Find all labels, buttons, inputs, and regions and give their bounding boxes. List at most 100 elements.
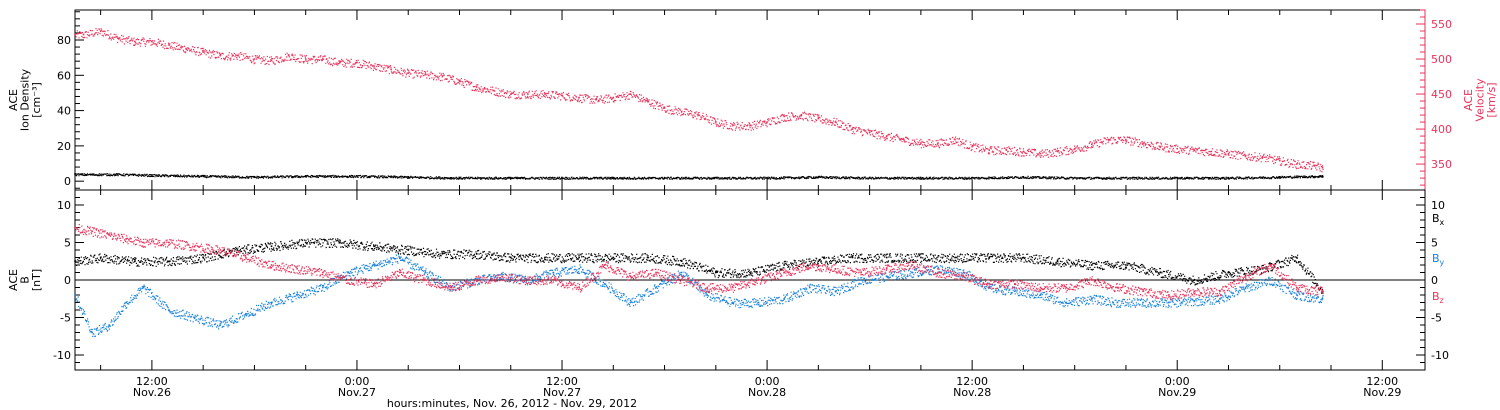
y-tick-label: 5 (64, 237, 71, 250)
density-series-point (304, 175, 307, 177)
density-series-point (971, 176, 973, 179)
bz-series-point (757, 279, 760, 281)
bz-series-point (1219, 290, 1221, 293)
velocity-series-point (937, 142, 939, 144)
bz-series-point (1142, 290, 1144, 293)
density-axis-title: ACEIon Density[cm⁻³] (7, 68, 43, 131)
velocity-series-point (373, 65, 375, 67)
time-tick-label: 12:00 (546, 375, 578, 388)
bx-series-point (74, 260, 76, 263)
density-series-point (1321, 175, 1324, 177)
bottom-x-ticks (100, 190, 1383, 370)
by-series-point (860, 279, 862, 281)
density-series-point (766, 176, 768, 179)
legend-bx: Bx (1432, 212, 1445, 227)
density-series-point (715, 176, 717, 179)
velocity-series-point (304, 58, 307, 60)
velocity-series-point (441, 75, 444, 78)
legend-by: By (1432, 252, 1445, 267)
bx-series-point (1296, 256, 1298, 259)
bz-series-point (603, 264, 606, 266)
velocity-series-point (1073, 147, 1076, 150)
bz-series-point (783, 271, 785, 274)
by-series-point (783, 297, 785, 300)
velocity-series-points (75, 28, 1324, 173)
bz-series-point (962, 275, 965, 278)
velocity-series-point (971, 145, 973, 148)
bx-series-point (99, 256, 102, 259)
velocity-series-point (885, 135, 888, 137)
y-tick-label: 400 (1431, 123, 1452, 136)
y-tick-label: 550 (1431, 18, 1452, 31)
density-series-point (458, 176, 461, 179)
velocity-y-axis: 350 400 450 500 550 (1416, 9, 1452, 186)
bx-series-point (1125, 264, 1127, 266)
date-tick-label: Nov.28 (748, 386, 786, 399)
velocity-series-point (680, 110, 683, 113)
velocity-series-point (82, 33, 85, 36)
y-tick-label: 0 (64, 175, 71, 188)
bz-series-point (1090, 279, 1093, 281)
velocity-series-point (99, 30, 102, 32)
velocity-series-point (783, 115, 785, 118)
by-series-point (1219, 297, 1221, 300)
density-y-axis: 0 20 40 60 80 (57, 11, 84, 189)
bz-series-point (501, 275, 504, 278)
bx-series-point (1261, 267, 1264, 270)
legend-symbol: B (1432, 252, 1440, 265)
bx-series-point (373, 245, 375, 248)
b-axis-title-line: [nT] (30, 269, 43, 291)
by-series-point (578, 267, 580, 270)
velocity-series-point (390, 68, 392, 71)
velocity-series-point (612, 96, 615, 99)
bz-series-point (450, 286, 452, 289)
bx-series-point (749, 271, 751, 274)
bx-series-point (954, 256, 956, 259)
density-series-point (920, 176, 922, 179)
by-series-point (321, 286, 324, 289)
y-tick-label: 10 (57, 199, 71, 212)
velocity-series-point (629, 93, 632, 95)
density-series-point (1073, 176, 1076, 179)
time-tick-label: 12:00 (136, 375, 168, 388)
density-series-point (509, 176, 512, 179)
bz-series-point (655, 271, 657, 274)
bx-series-point (646, 256, 649, 259)
bz-series-point (1039, 286, 1042, 289)
velocity-series-point (236, 54, 239, 57)
time-tick-label: 12:00 (956, 375, 988, 388)
velocity-axis-title-line: Velocity (1474, 78, 1487, 122)
velocity-series-point (1244, 154, 1247, 157)
y-tick-label: 40 (57, 105, 71, 118)
velocity-series-point (834, 121, 837, 123)
velocity-series-point (270, 59, 273, 62)
by-series-point (219, 324, 222, 326)
bz-series-point (1167, 294, 1170, 296)
velocity-series-point (134, 40, 136, 43)
bx-series-point (1159, 271, 1161, 274)
by-series-point (347, 271, 350, 274)
bz-series-point (937, 271, 939, 274)
velocity-series-point (407, 72, 410, 74)
time-axis-labels: 12:00Nov.260:00Nov.2712:00Nov.270:00Nov.… (133, 375, 1401, 399)
time-tick-label: 0:00 (755, 375, 780, 388)
velocity-series-point (920, 142, 922, 144)
legend-bz: Bz (1432, 290, 1444, 305)
bx-series-point (1056, 260, 1059, 263)
by-series-point (706, 294, 709, 296)
velocity-series-point (1193, 149, 1196, 151)
b-axis-title-line: B (19, 276, 32, 284)
y-tick-label: -10 (53, 349, 71, 362)
velocity-series-point (492, 89, 495, 92)
velocity-series-point (1296, 163, 1298, 165)
by-series-point (1270, 279, 1273, 281)
bz-series-point (860, 271, 862, 274)
bx-series-point (612, 256, 615, 259)
density-axis-title-line: ACE (7, 89, 20, 111)
by-series-point (424, 271, 427, 274)
bx-series-point (680, 260, 683, 263)
velocity-series-point (766, 121, 768, 123)
velocity-series-point (1227, 152, 1230, 155)
